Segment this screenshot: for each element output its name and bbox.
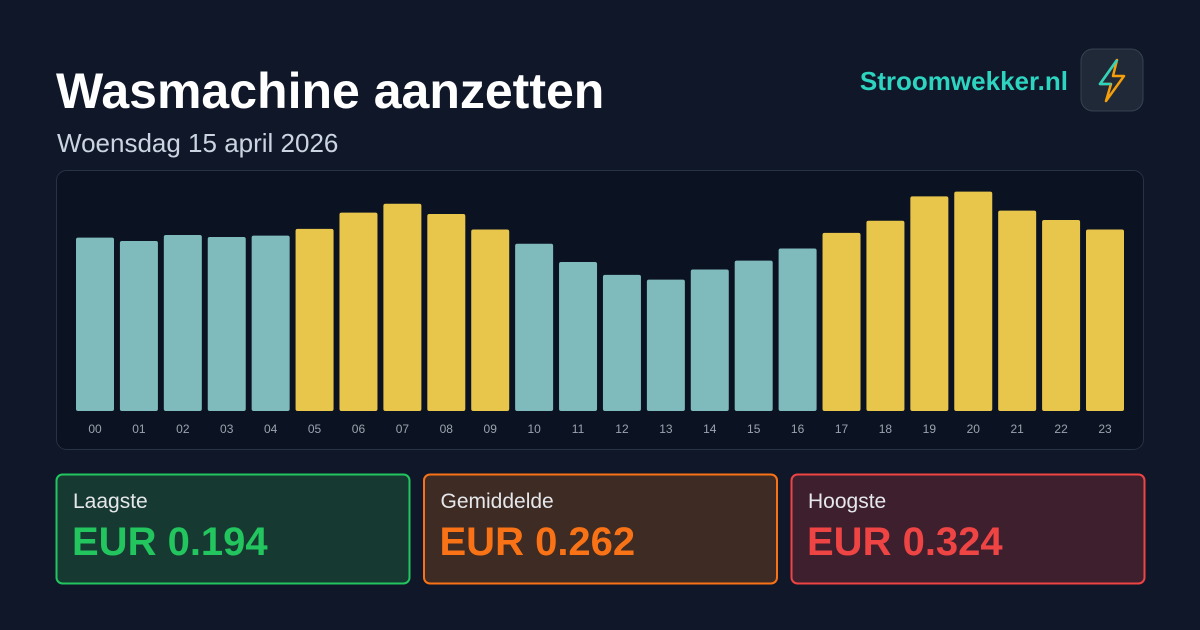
bar	[559, 262, 598, 411]
bar	[207, 236, 246, 411]
bar	[998, 210, 1037, 411]
bar	[471, 229, 510, 411]
brand: Stroomwekker.nl	[860, 66, 1068, 96]
bar	[822, 232, 861, 411]
bar	[734, 260, 773, 411]
bar	[910, 196, 949, 411]
x-tick-label: 16	[791, 422, 805, 436]
bar	[690, 269, 729, 411]
x-tick-label: 10	[527, 422, 541, 436]
title: Wasmachine aanzetten	[56, 63, 604, 119]
x-tick-label: 22	[1054, 422, 1068, 436]
bar	[515, 243, 554, 411]
x-tick-label: 02	[176, 422, 190, 436]
x-tick-label: 15	[747, 422, 761, 436]
bar	[1086, 229, 1124, 411]
stat-value: EUR 0.262	[440, 520, 636, 564]
stat-value: EUR 0.194	[72, 520, 268, 564]
bar	[251, 235, 290, 411]
x-tick-label: 17	[835, 422, 849, 436]
stat-value: EUR 0.324	[807, 520, 1003, 564]
bar	[76, 237, 114, 411]
bar	[119, 241, 158, 411]
x-tick-label: 13	[659, 422, 673, 436]
x-tick-label: 04	[264, 422, 278, 436]
x-tick-label: 11	[572, 422, 585, 436]
stat-label: Hoogste	[808, 490, 886, 513]
bar	[163, 234, 202, 411]
x-tick-label: 03	[220, 422, 234, 436]
x-tick-label: 18	[879, 422, 893, 436]
x-tick-label: 01	[132, 422, 146, 436]
x-tick-label: 21	[1010, 422, 1024, 436]
x-tick-label: 09	[484, 422, 498, 436]
stat-card	[423, 473, 778, 585]
subtitle: Woensdag 15 april 2026	[57, 128, 338, 158]
stat-label: Laagste	[73, 490, 148, 513]
x-tick-label: 06	[352, 422, 366, 436]
x-tick-label: 19	[923, 422, 937, 436]
x-tick-label: 08	[440, 422, 454, 436]
x-tick-label: 00	[88, 422, 102, 436]
stat-label: Gemiddelde	[441, 490, 554, 513]
x-tick-label: 14	[703, 422, 717, 436]
bar	[383, 203, 422, 411]
bar	[602, 274, 641, 411]
bar	[646, 279, 685, 411]
x-tick-label: 23	[1098, 422, 1112, 436]
bar	[954, 191, 993, 411]
stat-card	[55, 473, 411, 585]
x-tick-label: 12	[615, 422, 629, 436]
x-tick-label: 07	[396, 422, 410, 436]
bar	[295, 228, 334, 411]
bar	[427, 213, 466, 411]
bar	[339, 212, 378, 411]
stat-card	[790, 473, 1146, 585]
bar	[866, 220, 905, 411]
bar	[778, 248, 817, 411]
bar	[1042, 220, 1081, 411]
logo	[1080, 48, 1144, 112]
x-tick-label: 20	[967, 422, 981, 436]
x-tick-label: 05	[308, 422, 322, 436]
